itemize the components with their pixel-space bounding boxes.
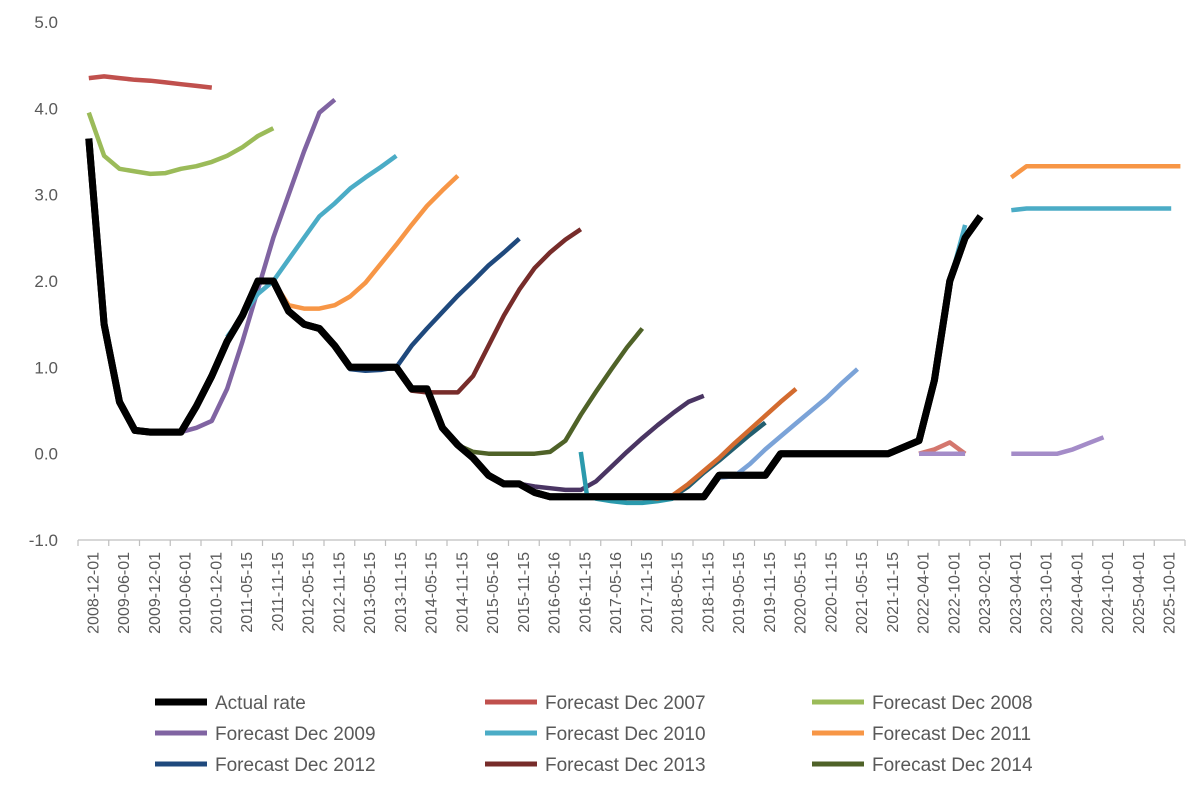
- series-line-forecast-dec-2010: [225, 153, 398, 339]
- legend-label: Actual rate: [215, 693, 306, 714]
- x-tick-label: 2016-05-16: [547, 552, 564, 634]
- series-line-forecast-dec-2012: [332, 237, 521, 374]
- x-tick-label: 2009-12-01: [147, 552, 164, 634]
- x-tick-label: 2017-05-16: [608, 552, 625, 634]
- x-tick-label: 2008-12-01: [85, 552, 102, 634]
- x-tick-label: 2013-05-15: [362, 552, 379, 634]
- series-line-unlabeled-9: [518, 393, 705, 493]
- y-axis-ticks: 5.0 4.0 3.0 2.0 1.0 0.0 -1.0: [29, 13, 58, 550]
- x-tick-label: 2022-10-01: [946, 552, 963, 634]
- x-tick-label: 2012-05-15: [301, 552, 318, 634]
- legend-label: Forecast Dec 2011: [872, 724, 1031, 745]
- series-line-actual-rate: [85, 138, 984, 501]
- x-tick-label: 2025-10-01: [1162, 552, 1179, 634]
- series-line-unlabeled-13: [718, 367, 860, 481]
- y-tick-label: 3.0: [34, 186, 58, 205]
- x-tick-label: 2019-11-15: [762, 552, 779, 633]
- series-line-forecast-dec-2008: [86, 111, 275, 177]
- series-line-forecast-dec-2011: [271, 174, 460, 311]
- x-tick-label: 2014-11-15: [454, 552, 471, 633]
- y-tick-label: 4.0: [34, 99, 58, 118]
- x-tick-label: 2011-11-15: [270, 552, 287, 632]
- series-line-forecast-dec-2014: [456, 327, 645, 456]
- x-tick-label: 2009-06-01: [116, 552, 133, 634]
- series-layer: [85, 74, 1181, 506]
- x-tick-label: 2011-05-15: [239, 552, 256, 633]
- x-tick-label: 2016-11-15: [577, 552, 594, 633]
- x-tick-label: 2023-04-01: [1008, 552, 1025, 634]
- x-tick-label: 2023-02-01: [977, 552, 994, 634]
- x-tick-label: 2020-11-15: [823, 552, 840, 633]
- x-tick-label: 2021-11-15: [885, 552, 902, 633]
- series-line-unlabeled-21: [1011, 435, 1105, 456]
- series-line-forecast-dec-2013: [394, 227, 583, 395]
- x-axis: 2008-12-01 2009-06-01 2009-12-01 2010-06-01…: [77, 539, 1186, 634]
- x-tick-label: 2015-05-16: [485, 552, 502, 634]
- x-tick-label: 2015-11-15: [516, 552, 533, 633]
- x-tick-label: 2018-11-15: [700, 552, 717, 633]
- series-line-unlabeled-19: [1009, 163, 1181, 180]
- y-tick-label: -1.0: [29, 531, 58, 550]
- x-tick-label: 2024-04-01: [1069, 552, 1086, 634]
- y-tick-label: 1.0: [34, 358, 58, 377]
- legend-label: Forecast Dec 2008: [872, 693, 1033, 714]
- legend-label: Forecast Dec 2010: [545, 724, 706, 745]
- x-tick-label: 2019-05-15: [731, 552, 748, 634]
- x-tick-label: 2013-11-15: [393, 552, 410, 633]
- x-tick-label: 2018-05-15: [670, 552, 687, 634]
- series-line-forecast-dec-2007: [88, 74, 213, 90]
- x-tick-label: 2023-10-01: [1039, 552, 1056, 634]
- y-tick-label: 0.0: [34, 445, 58, 464]
- x-tick-label: 2014-05-15: [424, 552, 441, 634]
- x-tick-label: 2010-06-01: [178, 552, 195, 634]
- legend-label: Forecast Dec 2009: [215, 724, 376, 745]
- x-tick-label: 2025-04-01: [1131, 552, 1148, 634]
- x-tick-label: 2022-04-01: [916, 552, 933, 634]
- x-tick-label: 2021-05-15: [854, 552, 871, 634]
- legend-label: Forecast Dec 2007: [545, 693, 706, 714]
- legend-label: Forecast Dec 2014: [872, 755, 1033, 776]
- x-tick-label: 2010-12-01: [208, 552, 225, 634]
- y-tick-label: 5.0: [34, 13, 58, 32]
- y-tick-label: 2.0: [34, 272, 58, 291]
- x-tick-label: 2024-10-01: [1100, 552, 1117, 634]
- x-tick-label: 2017-11-15: [639, 552, 656, 633]
- legend-label: Forecast Dec 2013: [545, 755, 706, 776]
- legend: Actual rate Forecast Dec 2007 Forecast Dec…: [155, 693, 1033, 776]
- x-tick-label: 2020-05-15: [793, 552, 810, 634]
- series-line-actual-rate-top: [85, 138, 984, 501]
- series-line-unlabeled-20: [1011, 206, 1172, 213]
- x-tick-label: 2012-11-15: [331, 552, 348, 633]
- legend-label: Forecast Dec 2012: [215, 755, 376, 776]
